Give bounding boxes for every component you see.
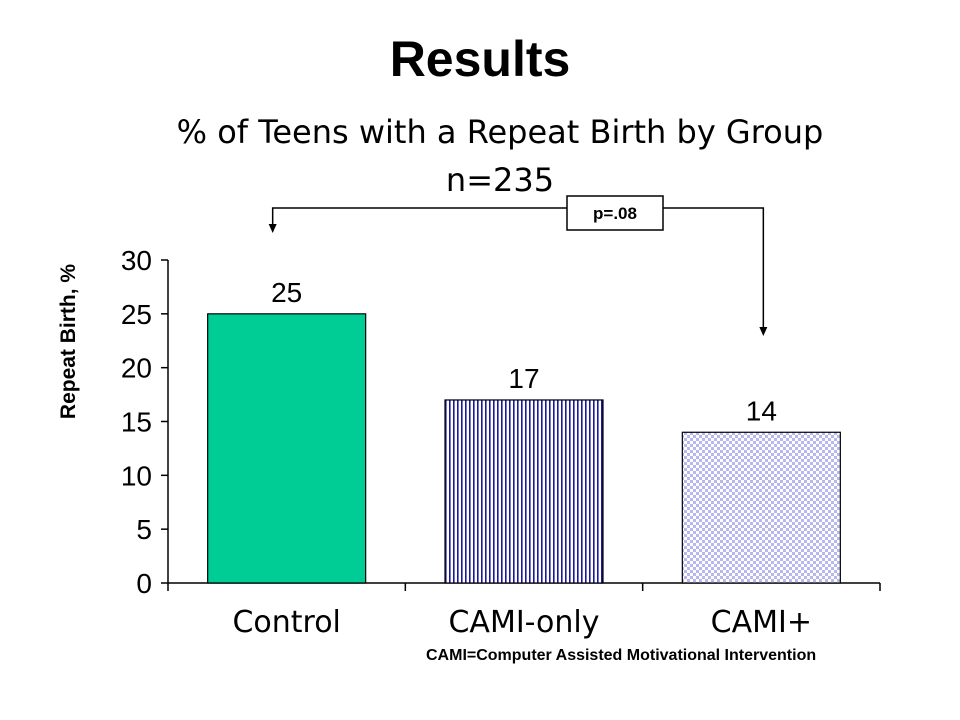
chart-title: % of Teens with a Repeat Birth by Group bbox=[176, 113, 824, 151]
p-value-label: p=.08 bbox=[593, 204, 637, 223]
bar-cami-only bbox=[444, 399, 604, 584]
y-axis-label: Repeat Birth, % bbox=[57, 264, 80, 420]
significance-annotation: p=.08 bbox=[268, 195, 768, 336]
bracket-line bbox=[271, 207, 765, 327]
y-tick-label: 20 bbox=[121, 353, 152, 384]
y-tick-label: 25 bbox=[121, 299, 152, 330]
x-tick-label: CAMI+ bbox=[711, 605, 812, 640]
slide-title: Results bbox=[389, 31, 571, 87]
bar-control bbox=[207, 313, 367, 584]
data-label: 14 bbox=[746, 395, 777, 426]
chart-title-block: % of Teens with a Repeat Birth by Group … bbox=[130, 108, 870, 204]
p-value-box bbox=[566, 195, 664, 231]
x-tick-label: CAMI-only bbox=[448, 605, 599, 640]
chart-bars bbox=[207, 313, 841, 584]
y-tick-label: 15 bbox=[121, 407, 152, 438]
y-tick-label: 10 bbox=[121, 460, 152, 491]
arrowhead-left bbox=[268, 224, 277, 233]
y-tick-label: 0 bbox=[136, 568, 152, 599]
bar-cami- bbox=[681, 431, 841, 584]
chart-labels: 25 Control 17 CAMI-only 14 CAMI+ bbox=[232, 277, 812, 640]
chart-subtitle: n=235 bbox=[445, 161, 555, 199]
footnote: CAMI=Computer Assisted Motivational Inte… bbox=[426, 647, 817, 664]
x-tick-label: Control bbox=[232, 605, 340, 640]
y-tick-label: 5 bbox=[136, 514, 152, 545]
data-label: 25 bbox=[271, 277, 302, 308]
arrowhead-right bbox=[759, 327, 768, 336]
data-label: 17 bbox=[508, 363, 539, 394]
y-tick-label: 30 bbox=[121, 245, 152, 276]
